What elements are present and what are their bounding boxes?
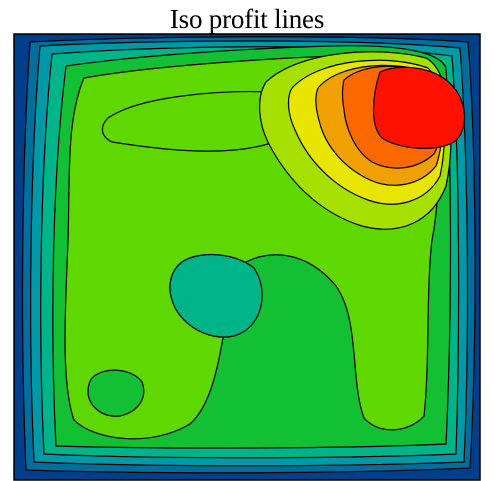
chart-title: Iso profit lines xyxy=(169,4,325,34)
contour-bump xyxy=(87,369,145,417)
contour-band-5b xyxy=(101,91,279,152)
contour-dip xyxy=(169,253,263,338)
contour-peak xyxy=(372,66,466,149)
plot-frame xyxy=(13,33,481,481)
